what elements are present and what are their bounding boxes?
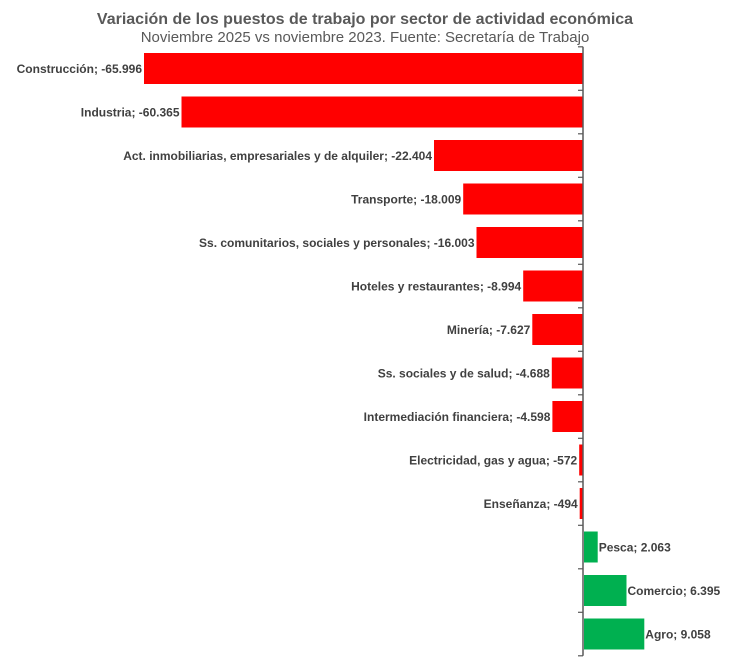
bar xyxy=(434,140,583,171)
chart-title: Variación de los puestos de trabajo por … xyxy=(97,11,633,28)
data-label: Act. inmobiliarias, empresariales y de a… xyxy=(123,149,432,163)
bar xyxy=(463,183,583,215)
data-label: Electricidad, gas y agua; -572 xyxy=(409,454,577,468)
data-label: Agro; 9.058 xyxy=(645,628,711,642)
data-label: Enseñanza; -494 xyxy=(484,497,578,511)
data-label: Comercio; 6.395 xyxy=(628,584,721,598)
bar xyxy=(144,53,583,84)
bar xyxy=(584,531,598,563)
bar xyxy=(523,270,583,302)
labels-group: Construcción; -65.996 Industria; -60.365 A… xyxy=(17,62,721,642)
data-label: Ss. comunitarios, sociales y personales;… xyxy=(199,236,475,250)
data-label: Industria; -60.365 xyxy=(81,106,180,120)
category-axis xyxy=(578,46,584,657)
bar xyxy=(579,444,583,476)
bar xyxy=(584,575,627,606)
bar xyxy=(552,401,583,432)
bar xyxy=(476,227,583,258)
bar xyxy=(181,96,583,128)
bars-group xyxy=(144,53,645,650)
data-label: Transporte; -18.009 xyxy=(351,193,461,207)
bar xyxy=(579,488,583,519)
data-label: Ss. sociales y de salud; -4.688 xyxy=(378,367,550,381)
bar xyxy=(532,314,583,345)
data-label: Minería; -7.627 xyxy=(447,323,531,337)
data-label: Intermediación financiera; -4.598 xyxy=(364,410,551,424)
bar xyxy=(551,357,583,389)
data-label: Pesca; 2.063 xyxy=(599,541,671,555)
data-label: Hoteles y restaurantes; -8.994 xyxy=(351,280,521,294)
bar xyxy=(584,618,645,650)
data-label: Construcción; -65.996 xyxy=(17,62,143,76)
chart-subtitle: Noviembre 2025 vs noviembre 2023. Fuente… xyxy=(141,29,590,46)
